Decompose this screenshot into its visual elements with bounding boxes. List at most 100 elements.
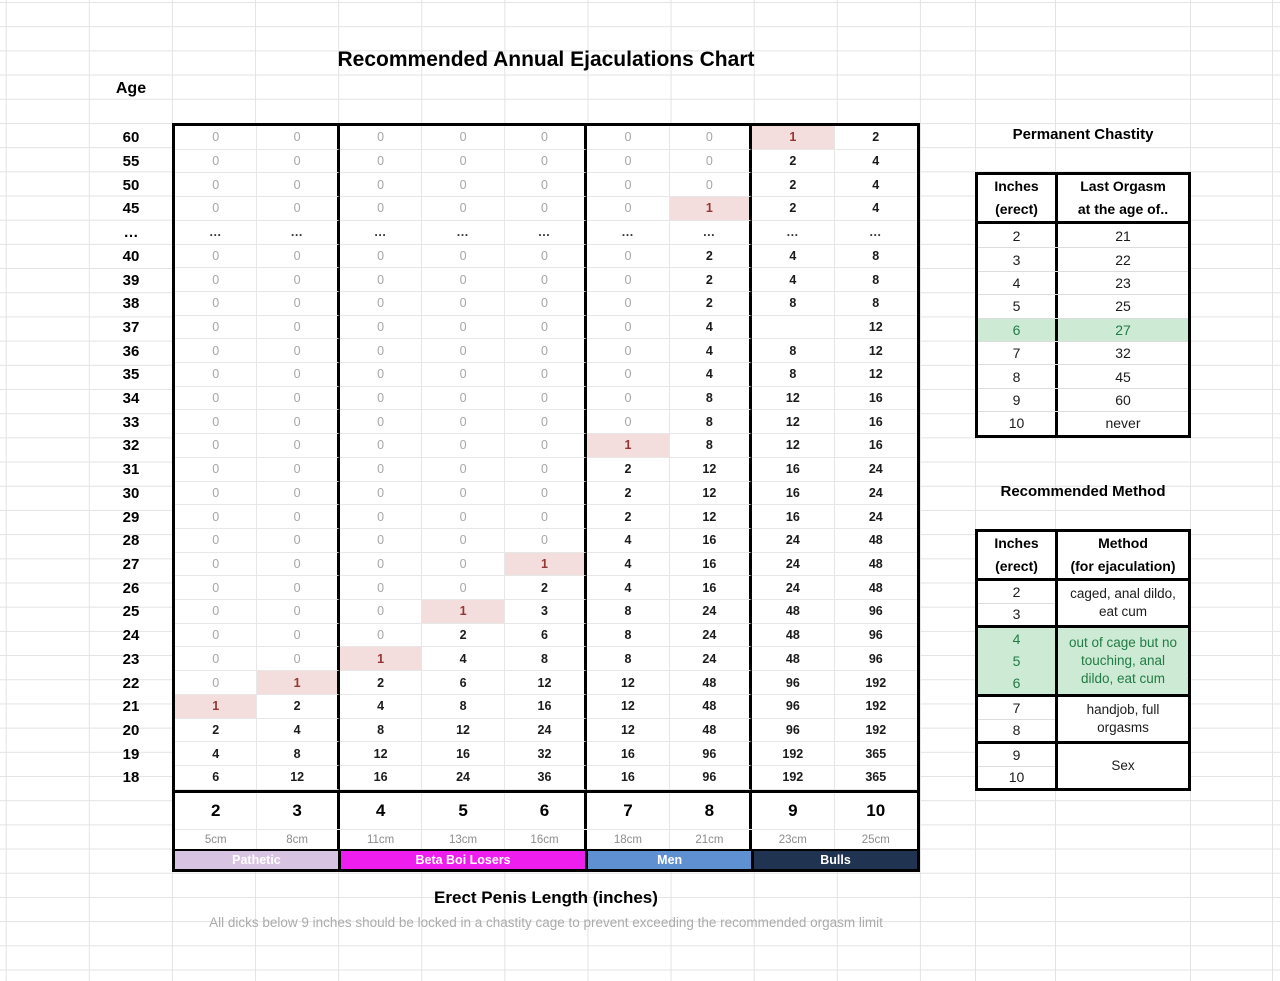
age-label: 33 [122, 413, 140, 431]
value-cell: 24 [752, 552, 835, 577]
value-cell: 16 [669, 576, 753, 601]
value-cell: 0 [175, 173, 258, 198]
value-cell: … [504, 220, 588, 245]
value-cell: 4 [422, 647, 505, 672]
method-inches-column: 4 5 6 [978, 628, 1058, 694]
value-cell: 0 [504, 505, 588, 529]
method-body: 2 3 caged, anal dildo, eat cum 4 5 6 out of ca… [978, 581, 1188, 788]
value-cell: 0 [422, 197, 505, 221]
age-label: 18 [122, 769, 140, 787]
method-text-cell: handjob, full orgasms [1086, 701, 1160, 735]
value-cell: 24 [752, 528, 835, 553]
value-cell: 48 [669, 718, 753, 743]
value-cell: 8 [834, 245, 917, 269]
chastity-row: 9 60 [978, 387, 1188, 412]
value-cell: 0 [422, 386, 505, 411]
value-cell: 0 [339, 386, 423, 411]
chastity-row: 4 23 [978, 270, 1188, 295]
method-inches-cell: 5 [1012, 653, 1021, 669]
value-cell: 1 [257, 671, 340, 695]
header-line: (erect) [995, 558, 1038, 574]
value-cell: 8 [834, 292, 917, 316]
value-cell: 0 [587, 291, 670, 316]
value-cell: 0 [669, 149, 753, 174]
value-cell: 0 [257, 149, 340, 174]
value-cell: 2 [587, 481, 670, 506]
value-cell: 4 [752, 268, 835, 292]
chastity-age-cell: 22 [1115, 251, 1131, 268]
age-label: 37 [122, 318, 140, 336]
value-cell: 2 [587, 505, 670, 529]
value-cell: 0 [257, 268, 340, 292]
age-label: 40 [122, 247, 140, 265]
value-cell: 16 [422, 742, 505, 766]
value-cell: 1 [175, 694, 258, 719]
value-cell: 0 [504, 481, 588, 506]
value-cell: 0 [175, 505, 258, 529]
value-cell: 0 [422, 126, 505, 150]
chastity-inches-cell: 7 [978, 341, 1058, 365]
value-cell: 4 [669, 315, 753, 340]
value-cell: 0 [504, 173, 588, 198]
value-cell: 8 [504, 647, 588, 672]
value-cell: 0 [257, 457, 340, 482]
value-cell: 0 [339, 576, 423, 601]
value-cell: 4 [669, 363, 753, 387]
method-title: Recommended Method [1000, 483, 1166, 500]
value-cell: 12 [587, 694, 670, 719]
value-cell: 0 [175, 291, 258, 316]
value-cell: 0 [422, 505, 505, 529]
value-cell: 0 [257, 386, 340, 411]
x-axis-title: Erect Penis Length (inches) [434, 888, 658, 907]
value-cell: … [752, 220, 835, 245]
value-cell: 2 [422, 623, 505, 648]
inch-label: 6 [505, 793, 588, 829]
value-cell: 365 [834, 742, 917, 766]
value-cell: 0 [175, 149, 258, 174]
value-cell: 0 [339, 552, 423, 577]
value-cell: 24 [834, 505, 917, 529]
length-footer: 2 3 4 5 6 7 8 9 10 5cm 8cm 11cm 13cm 16cm 18cm 21cm 23c… [172, 793, 920, 872]
value-cell: 0 [504, 291, 588, 316]
chastity-age-cell: 25 [1115, 298, 1131, 315]
chastity-title: Permanent Chastity [1012, 126, 1154, 143]
value-cell: 8 [257, 742, 340, 766]
value-cell: 8 [669, 386, 753, 411]
value-cell: 4 [257, 718, 340, 743]
method-group: 7 8 handjob, full orgasms [978, 694, 1188, 741]
value-cell: 0 [587, 315, 670, 340]
value-cell: 0 [175, 600, 258, 624]
value-cell: 6 [504, 623, 588, 648]
value-cell: 0 [669, 126, 753, 150]
chastity-row: 3 22 [978, 247, 1188, 271]
value-cell: 0 [422, 363, 505, 387]
age-label: 39 [122, 271, 140, 289]
value-cell: 0 [504, 126, 588, 150]
value-cell: 96 [752, 718, 835, 743]
value-cell: 0 [339, 197, 423, 221]
value-cell: 24 [669, 623, 753, 648]
cm-label: 5cm [175, 830, 258, 849]
method-header-method: Method (for ejaculation) [1058, 532, 1188, 578]
chastity-body: 2 21 3 22 4 23 5 25 6 27 7 32 8 45 9 60 10 never [978, 224, 1188, 435]
value-cell: 0 [175, 363, 258, 387]
value-cell: 8 [587, 623, 670, 648]
value-cell: 0 [422, 410, 505, 435]
value-cell: 0 [339, 339, 423, 364]
value-cell: 2 [175, 718, 258, 743]
value-cell: 0 [504, 149, 588, 174]
chastity-inches-cell: 8 [978, 365, 1058, 388]
value-cell: 0 [422, 244, 505, 269]
value-cell: 48 [752, 623, 835, 648]
value-cell: 192 [834, 719, 917, 743]
value-cell: 4 [339, 694, 423, 719]
value-cell: 2 [752, 173, 835, 198]
value-cell: 1 [752, 126, 835, 150]
method-header-inches: Inches (erect) [978, 532, 1058, 578]
value-cell: 12 [669, 481, 753, 506]
chastity-inches-cell: 10 [978, 412, 1058, 435]
value-cell: … [834, 221, 917, 245]
value-cell: 32 [504, 742, 588, 766]
age-axis-label: Age [115, 80, 147, 97]
value-cell: … [175, 220, 258, 245]
